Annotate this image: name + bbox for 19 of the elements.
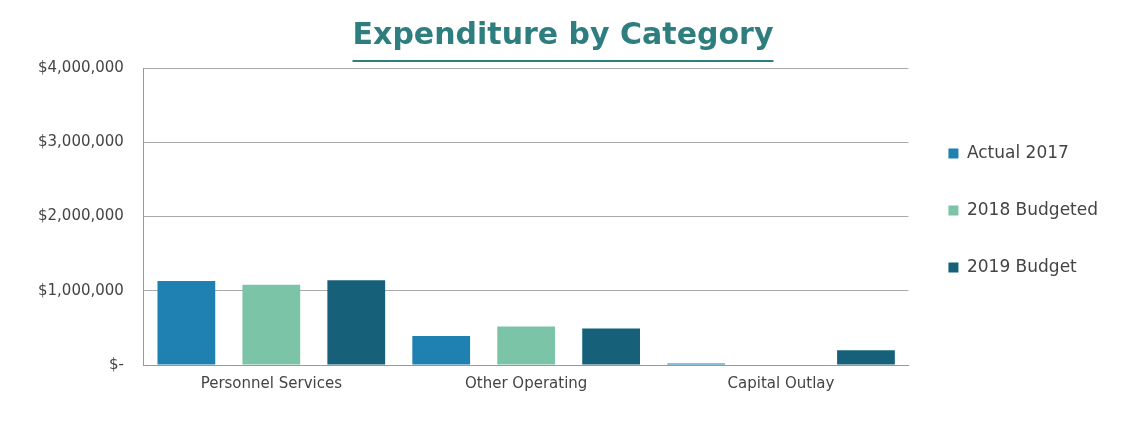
bar — [582, 328, 640, 365]
bar — [327, 280, 386, 365]
bar — [242, 284, 301, 365]
legend-label: 2019 Budget — [966, 255, 1078, 276]
y-tick-label: $1,000,000 — [37, 280, 124, 299]
bar — [837, 350, 895, 365]
bar — [497, 326, 556, 365]
y-tick-label: $3,000,000 — [37, 132, 124, 151]
bar — [412, 336, 471, 365]
y-tick-label: $2,000,000 — [37, 206, 124, 225]
bar — [157, 281, 216, 365]
legend-label: Actual 2017 — [966, 141, 1069, 162]
chart-title: Expenditure by Category — [352, 15, 774, 51]
x-tick-label: Capital Outlay — [727, 373, 835, 392]
y-tick-label: $- — [108, 354, 124, 373]
y-tick-label: $4,000,000 — [37, 57, 124, 76]
legend-label: 2018 Budgeted — [966, 198, 1098, 219]
x-tick-label: Other Operating — [464, 373, 588, 392]
x-tick-label: Personnel Services — [200, 373, 343, 392]
